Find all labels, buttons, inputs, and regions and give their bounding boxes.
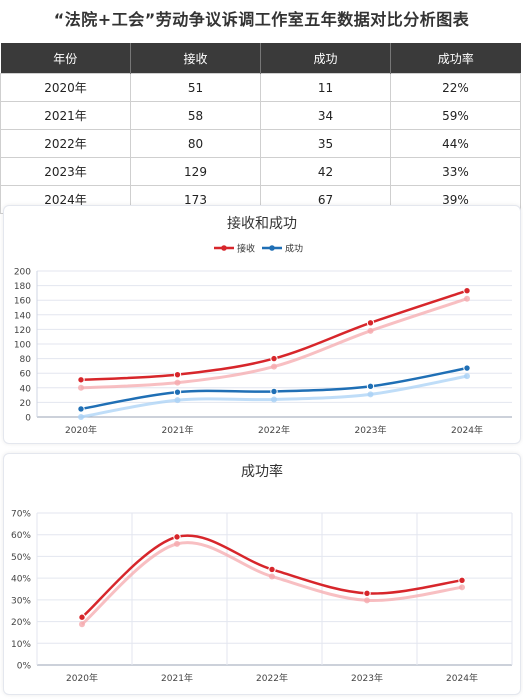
data-point: [268, 565, 276, 574]
data-point: [173, 370, 182, 379]
legend-label: 接收: [237, 243, 255, 255]
cell-received: 58: [130, 101, 261, 130]
table-row: 2020年 51 11 22%: [0, 73, 521, 102]
cell-year: 2022年: [0, 129, 131, 158]
series-shadow-line: [80, 297, 468, 390]
header-year: 年份: [0, 43, 131, 74]
data-point: [363, 589, 371, 598]
page-title: “法院+工会”劳动争议诉调工作室五年数据对比分析图表: [53, 10, 470, 29]
data-point: [463, 364, 471, 372]
data-point: [366, 319, 375, 327]
series-shadow-point: [78, 413, 84, 420]
x-tick-label: 2022年: [258, 424, 290, 436]
data-point: [77, 376, 85, 384]
series-shadow-point: [174, 397, 181, 404]
y-tick-label: 100: [14, 341, 31, 351]
y-tick-label: 80: [20, 355, 32, 365]
y-tick-label: 160: [14, 297, 31, 307]
y-tick-label: 180: [14, 282, 31, 292]
x-tick-label: 2020年: [66, 672, 98, 684]
series-shadow-point: [269, 573, 275, 580]
x-tick-label: 2020年: [65, 424, 97, 436]
cell-year: 2021年: [0, 101, 131, 130]
data-point: [77, 405, 85, 413]
y-tick-label: 40: [20, 384, 32, 394]
success-rate-chart: 成功率 0% 10% 20% 30% 40% 50% 60% 70% 2020年 2021年 2022…: [11, 463, 513, 684]
y-tick-label: 60: [20, 370, 32, 380]
x-tick-label: 2024年: [451, 424, 483, 436]
series-shadow-point: [364, 597, 370, 604]
y-tick-label: 200: [14, 268, 31, 278]
cell-success: 11: [260, 73, 391, 102]
y-tick-label: 50%: [11, 553, 31, 563]
cell-success-rate: 22%: [390, 73, 521, 102]
y-tick-label: 20%: [11, 618, 31, 628]
x-tick-label: 2023年: [355, 424, 387, 436]
table-row: 2022年 80 35 44%: [0, 129, 521, 158]
y-tick-label: 70%: [11, 510, 31, 520]
x-tick-label: 2021年: [162, 424, 194, 436]
header-success: 成功: [260, 43, 391, 74]
header-received: 接收: [130, 43, 261, 74]
cell-success: 34: [260, 101, 391, 130]
cell-success-rate: 44%: [390, 129, 521, 158]
received-success-chart: 接收和成功 0 20 40 60 80 100 120 140 160 180 200 2020年 202…: [14, 215, 512, 436]
y-tick-label: 30%: [11, 596, 31, 606]
series-shadow-point: [78, 384, 84, 391]
cell-success: 42: [260, 157, 391, 186]
cell-received: 80: [130, 129, 261, 158]
chart-title: 成功率: [241, 463, 283, 480]
header-success-rate: 成功率: [390, 43, 521, 74]
data-point: [463, 287, 471, 295]
y-tick-label: 0%: [17, 662, 32, 672]
series-shadow-point: [367, 391, 374, 398]
legend-marker-point: [221, 245, 227, 251]
series-shadow-point: [271, 363, 277, 370]
data-point: [270, 354, 278, 363]
series-line: [81, 534, 463, 619]
cell-success: 35: [260, 129, 391, 158]
y-tick-label: 40%: [11, 575, 31, 585]
x-tick-label: 2023年: [351, 672, 383, 684]
cell-success-rate: 33%: [390, 157, 521, 186]
chart-title: 接收和成功: [227, 215, 297, 232]
series-shadow-point: [79, 621, 85, 628]
legend-label: 成功: [285, 243, 303, 255]
y-tick-label: 140: [14, 311, 31, 321]
chart-panel-received-success: 接收和成功 0 20 40 60 80 100 120 140 160 180 200 2020年 202…: [3, 205, 521, 444]
y-tick-label: 20: [20, 399, 32, 409]
y-tick-label: 60%: [11, 531, 31, 541]
x-tick-label: 2024年: [446, 672, 478, 684]
x-tick-label: 2021年: [161, 672, 193, 684]
cell-received: 129: [130, 157, 261, 186]
data-table: 年份 接收 成功 成功率 2020年 51 11 22% 2021年 58 34…: [0, 43, 521, 214]
series-shadow-point: [174, 540, 180, 547]
series-shadow-line: [81, 541, 463, 626]
x-tick-label: 2022年: [256, 672, 288, 684]
cell-received: 51: [130, 73, 261, 102]
y-tick-label: 120: [14, 326, 31, 336]
table-row: 2023年 129 42 33%: [0, 157, 521, 186]
data-point: [173, 533, 181, 541]
table-header-row: 年份 接收 成功 成功率: [0, 43, 521, 74]
chart-panel-success-rate: 成功率 0% 10% 20% 30% 40% 50% 60% 70% 2020年 2021年 2022…: [3, 453, 521, 695]
data-point: [458, 576, 466, 585]
series-shadow-point: [464, 295, 470, 302]
cell-year: 2023年: [0, 157, 131, 186]
cell-year: 2020年: [0, 73, 131, 102]
y-tick-label: 0: [25, 414, 31, 424]
legend-marker-point: [269, 245, 275, 251]
data-point: [270, 387, 278, 396]
series-shadow-point: [367, 327, 374, 334]
series-shadow-point: [464, 373, 470, 380]
data-point: [173, 388, 182, 396]
table-row: 2021年 58 34 59%: [0, 101, 521, 130]
series-shadow-point: [271, 396, 277, 403]
series-shadow-point: [174, 379, 181, 386]
cell-success-rate: 59%: [390, 101, 521, 130]
y-tick-label: 10%: [11, 640, 31, 650]
series-shadow-point: [459, 584, 465, 591]
data-point: [366, 382, 375, 391]
data-point: [78, 613, 86, 621]
